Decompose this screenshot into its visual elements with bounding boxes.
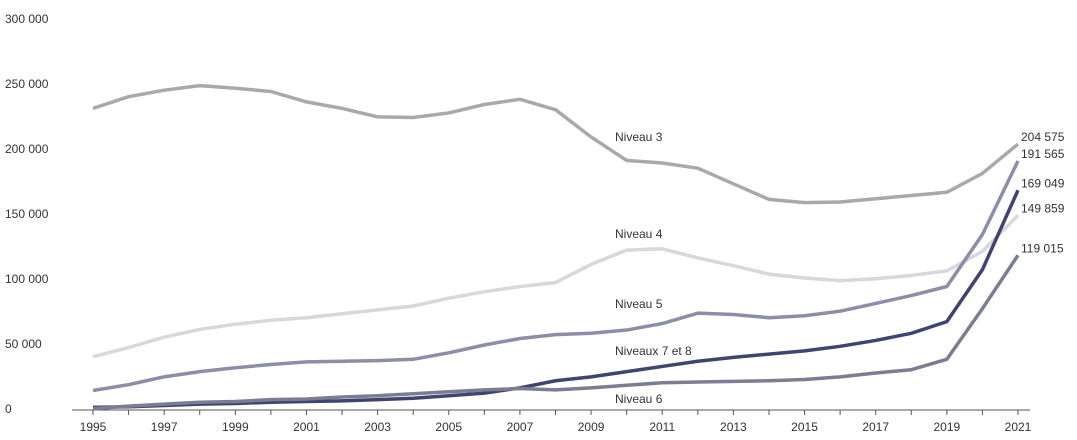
x-tick-label: 2019 [933,420,960,434]
value-label: 169 049 [1021,176,1065,190]
x-tick-label: 1995 [80,420,107,434]
value-label: 191 565 [1021,147,1065,161]
x-tick-label: 1997 [151,420,178,434]
series-line [92,83,1020,205]
value-label: 119 015 [1021,241,1064,255]
x-tick-label: 2011 [649,420,675,434]
series-line [92,213,1020,359]
y-tick-label: 0 [5,402,12,416]
x-tick-label: 1999 [222,420,249,434]
series-label: Niveaux 7 et 8 [615,344,692,358]
y-tick-label: 150 000 [5,207,49,221]
x-tick-label: 2003 [364,420,391,434]
x-tick-label: 2021 [1005,420,1032,434]
y-tick-label: 50 000 [5,337,42,351]
y-tick-label: 100 000 [5,272,49,286]
y-tick-label: 250 000 [5,77,49,91]
x-tick-label: 2013 [720,420,747,434]
series-label: Niveau 3 [615,130,663,144]
y-tick-label: 200 000 [5,142,49,156]
series-label: Niveau 4 [615,227,663,241]
y-tick-label: 300 000 [5,12,49,26]
value-label: 149 859 [1021,201,1065,215]
x-tick-label: 2007 [507,420,534,434]
x-tick-label: 2017 [862,420,889,434]
series-line [92,189,1020,410]
series-line [92,160,1020,393]
x-tick-label: 2001 [293,420,320,434]
series-label: Niveau 6 [615,392,663,406]
x-tick-label: 2005 [435,420,462,434]
value-label: 204 575 [1021,130,1065,144]
x-tick-label: 2015 [791,420,818,434]
x-tick-label: 2009 [578,420,605,434]
series-line [92,254,1020,411]
series-label: Niveau 5 [615,297,663,311]
